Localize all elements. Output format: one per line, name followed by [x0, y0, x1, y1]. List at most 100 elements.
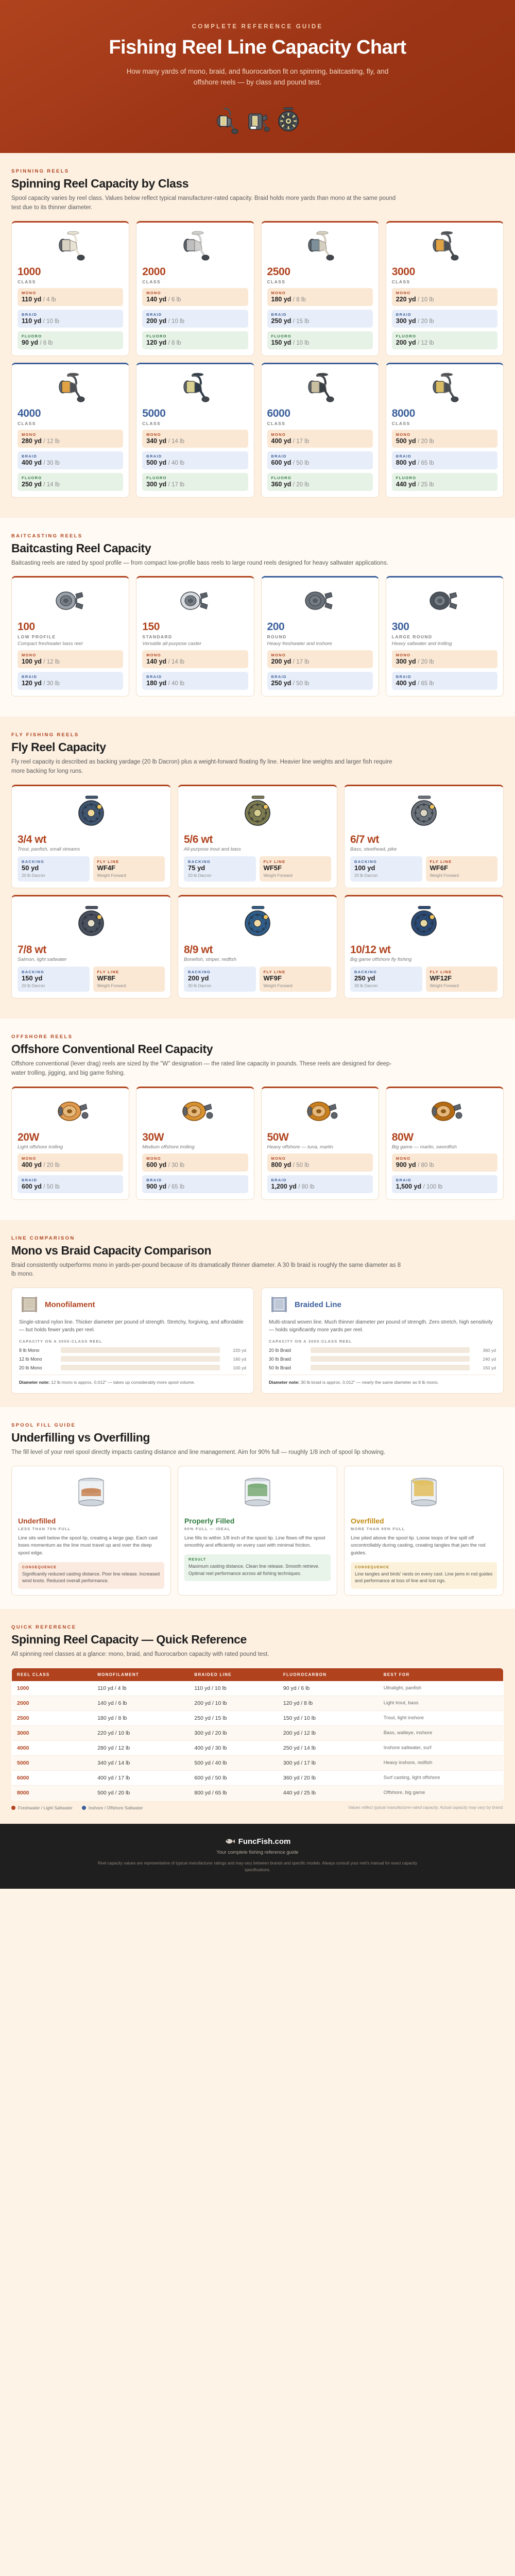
spec-flyline-meta: Weight Forward	[97, 873, 126, 878]
fill-outcome-desc: Significantly reduced casting distance. …	[22, 1571, 160, 1584]
cell-braid: 200 yd / 10 lb	[189, 1696, 278, 1711]
spinning-reel-art	[308, 231, 334, 261]
spec-fluoro-label: FLUORO	[22, 333, 42, 338]
fill-description: Line sits well below the spool lip, crea…	[18, 1535, 158, 1556]
spec-backing-label: BACKING	[22, 969, 45, 974]
table-row[interactable]: 3000 220 yd / 10 lb 300 yd / 20 lb 200 y…	[12, 1725, 503, 1741]
fly-title: Fly Reel Capacity	[11, 740, 106, 754]
table-row[interactable]: 6000 400 yd / 17 lb 600 yd / 50 lb 360 y…	[12, 1770, 503, 1786]
spec-braid: BRAID 600 yd / 50 lb	[18, 1175, 124, 1193]
spec-braid-label: BRAID	[396, 312, 411, 317]
offshore-reel-card[interactable]: 20W Light offshore trolling MONO 400 yd …	[11, 1086, 130, 1200]
reel-illustration	[18, 792, 165, 831]
spec-fluoro-label: FLUORO	[396, 333, 417, 338]
fly-reel-card[interactable]: 3/4 wt Trout, panfish, small streams BAC…	[11, 785, 171, 888]
table-row[interactable]: 1000 110 yd / 4 lb 110 yd / 10 lb 90 yd …	[12, 1681, 503, 1696]
spec-flyline-label: FLY LINE	[430, 859, 452, 865]
offshore-reel-card[interactable]: 80W Big game — marlin, swordfish MONO 90…	[385, 1086, 504, 1200]
bar-track	[61, 1356, 220, 1362]
spinning-reel-card[interactable]: 3000 CLASS MONO 220 yd / 10 lb BRAID 300…	[385, 221, 504, 356]
table-row[interactable]: 5000 340 yd / 14 lb 500 yd / 40 lb 300 y…	[12, 1755, 503, 1771]
spec-flyline-label: FLY LINE	[97, 859, 119, 865]
legend-label: Inshore / Offshore Saltwater	[88, 1805, 143, 1810]
fly-use-note: Big game offshore fly fishing	[350, 956, 412, 962]
table-row[interactable]: 4000 280 yd / 12 lb 400 yd / 30 lb 250 y…	[12, 1740, 503, 1756]
spool-fill-card[interactable]: Overfilled MORE THAN 95% FULL Line piled…	[344, 1465, 504, 1596]
spec-braid-value: 120 yd / 30 lb	[22, 680, 60, 687]
spec-mono-value: 300 yd / 20 lb	[396, 658, 434, 666]
spinning-reel-card[interactable]: 2000 CLASS MONO 140 yd / 6 lb BRAID 200 …	[136, 221, 254, 356]
hero-subtitle: How many yards of mono, braid, and fluor…	[126, 67, 389, 87]
spec-backing-label: BACKING	[354, 859, 377, 865]
fly-reel-art	[245, 795, 270, 826]
reel-illustration	[18, 370, 123, 405]
spec-braid: BRAID 900 yd / 65 lb	[142, 1175, 248, 1193]
bar-label: 30 lb Braid	[269, 1356, 291, 1362]
baitcasting-reel-card[interactable]: 150 STANDARD Versatile all-purpose caste…	[136, 576, 254, 697]
bar-row: 30 lb Braid 240 yd	[269, 1356, 496, 1362]
reel-use-note: Heavy saltwater and trolling	[391, 641, 452, 647]
cell-fluoro: 150 yd / 10 lb	[278, 1710, 379, 1726]
fly-weight-value: 8/9 wt	[184, 943, 213, 956]
spec-backing: BACKING 100 yd 20 lb Dacron	[350, 856, 422, 882]
cell-fluoro: 440 yd / 25 lb	[283, 1789, 316, 1796]
offshore-reel-art	[57, 1101, 89, 1121]
spool-fill-card[interactable]: Underfilled LESS THAN 75% FULL Line sits…	[11, 1465, 171, 1596]
spec-braid: BRAID 600 yd / 50 lb	[267, 451, 373, 469]
offshore-reel-card[interactable]: 30W Medium offshore trolling MONO 600 yd…	[136, 1086, 254, 1200]
spool-illustration	[184, 1472, 331, 1513]
spec-braid-label: BRAID	[146, 1177, 162, 1182]
spec-braid-label: BRAID	[396, 453, 411, 459]
spinning-reel-card[interactable]: 6000 CLASS MONO 400 yd / 17 lb BRAID 600…	[261, 362, 379, 498]
spool-fill-card[interactable]: Properly Filled 90% FULL — IDEAL Line fi…	[178, 1465, 337, 1596]
mono-card-desc: Single-strand nylon line. Thicker diamet…	[19, 1319, 244, 1333]
spinning-reel-card[interactable]: 1000 CLASS MONO 110 yd / 4 lb BRAID 110 …	[11, 221, 130, 356]
fly-reel-card[interactable]: 7/8 wt Salmon, light saltwater BACKING 1…	[11, 894, 171, 998]
spec-mono-label: MONO	[22, 290, 37, 295]
spec-backing-meta: 20 lb Dacron	[22, 873, 45, 878]
cell-braid: 800 yd / 65 lb	[194, 1789, 227, 1796]
reel-illustration	[267, 1094, 373, 1129]
fly-reel-card[interactable]: 10/12 wt Big game offshore fly fishing B…	[344, 894, 504, 998]
spec-braid: BRAID 1,200 yd / 80 lb	[267, 1175, 373, 1193]
baitcasting-reel-card[interactable]: 200 ROUND Heavy freshwater and inshore M…	[261, 576, 379, 697]
spec-braid-label: BRAID	[271, 1177, 287, 1182]
spinning-reel-card[interactable]: 2500 CLASS MONO 180 yd / 8 lb BRAID 250 …	[261, 221, 379, 356]
table-row[interactable]: 2500 180 yd / 8 lb 250 yd / 15 lb 150 yd…	[12, 1710, 503, 1726]
cell-braid: 400 yd / 30 lb	[189, 1740, 278, 1756]
spec-braid-label: BRAID	[146, 453, 162, 459]
table-row[interactable]: 2000 140 yd / 6 lb 200 yd / 10 lb 120 yd…	[12, 1696, 503, 1711]
fly-reel-card[interactable]: 5/6 wt All-purpose trout and bass BACKIN…	[178, 785, 337, 888]
spinning-reel-card[interactable]: 5000 CLASS MONO 340 yd / 14 lb BRAID 500…	[136, 362, 254, 498]
braid-footnote-text: 30 lb braid is approx. 0.012" — nearly t…	[299, 1380, 439, 1385]
bar-row: 12 lb Mono 160 yd	[19, 1356, 246, 1362]
spec-fluoro-value: 200 yd / 12 lb	[396, 338, 434, 346]
reel-class-value: 2500	[267, 265, 291, 278]
fly-reel-card[interactable]: 8/9 wt Bonefish, striper, redfish BACKIN…	[178, 894, 337, 998]
reel-illustration	[18, 1094, 123, 1129]
spec-mono-value: 500 yd / 20 lb	[396, 437, 434, 445]
baitcasting-reel-card[interactable]: 100 LOW PROFILE Compact freshwater bass …	[11, 576, 130, 697]
fly-desc: Fly reel capacity is described as backin…	[11, 759, 392, 775]
baitcasting-reel-card[interactable]: 300 LARGE ROUND Heavy saltwater and trol…	[385, 576, 504, 697]
bar-label: 50 lb Braid	[269, 1365, 291, 1370]
spec-backing-label: BACKING	[188, 969, 211, 974]
spinning-reel-card[interactable]: 8000 CLASS MONO 500 yd / 20 lb BRAID 800…	[385, 362, 504, 498]
baitcasting-reel-art	[55, 591, 83, 611]
bar-value: 240 yd	[483, 1356, 496, 1362]
baitcasting-reel-art	[305, 591, 333, 611]
fly-card-grid-row1: 3/4 wt Trout, panfish, small streams BAC…	[11, 785, 504, 888]
baitcasting-reel-art	[430, 591, 458, 611]
offshore-reel-card[interactable]: 50W Heavy offshore — tuna, marlin MONO 8…	[261, 1086, 379, 1200]
fill-outcome-title: RESULT	[188, 1558, 207, 1562]
fly-reel-card[interactable]: 6/7 wt Bass, steelhead, pike BACKING 100…	[344, 785, 504, 888]
spinning-reel-card[interactable]: 4000 CLASS MONO 280 yd / 12 lb BRAID 400…	[11, 362, 130, 498]
fly-reel-icon	[278, 107, 299, 131]
spec-mono-value: 280 yd / 12 lb	[22, 437, 60, 445]
table-row[interactable]: 8000 500 yd / 20 lb 800 yd / 65 lb 440 y…	[12, 1785, 503, 1800]
cell-fluoro: 300 yd / 17 lb	[278, 1755, 379, 1771]
cell-mono: 180 yd / 8 lb	[92, 1710, 190, 1726]
reel-use-note: Medium offshore trolling	[142, 1144, 195, 1150]
fly-weight-value: 10/12 wt	[350, 943, 391, 956]
fill-outcome-title: CONSEQUENCE	[355, 1565, 389, 1569]
